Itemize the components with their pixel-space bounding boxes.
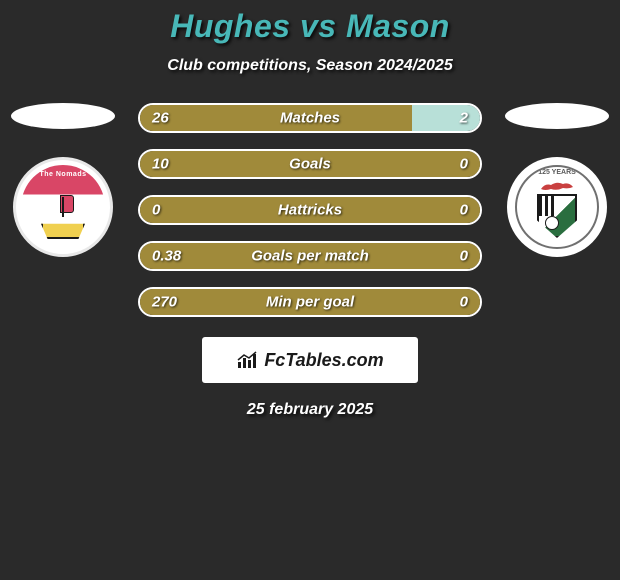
brand-text: FcTables.com <box>264 350 383 371</box>
dragon-icon <box>539 179 575 193</box>
bar-right-value: 2 <box>460 110 468 127</box>
bar-left-value: 270 <box>152 294 177 311</box>
left-player-col: The Nomads <box>8 103 118 257</box>
shield-stripes-icon <box>539 196 557 216</box>
date-text: 25 february 2025 <box>247 401 373 419</box>
stat-bar: 0.38 0 Goals per match <box>138 241 482 271</box>
bar-right-value: 0 <box>460 294 468 311</box>
bar-right-value: 0 <box>460 156 468 173</box>
chart-icon <box>236 350 258 370</box>
right-badge-inner: 125 YEARS <box>515 165 599 249</box>
bar-label: Goals <box>289 156 331 173</box>
page-title: Hughes vs Mason <box>0 8 620 45</box>
bar-label: Min per goal <box>266 294 354 311</box>
right-badge-text: 125 YEARS <box>517 169 597 176</box>
shield-ball-icon <box>545 216 559 230</box>
footer: FcTables.com 25 february 2025 <box>0 337 620 419</box>
bar-left-value: 0.38 <box>152 248 181 265</box>
stats-bars: 26 2 Matches 10 0 Goals 0 0 Hattricks 0.38 0 Goals … <box>138 103 482 317</box>
right-ellipse-icon <box>505 103 609 129</box>
right-player-col: 125 YEARS <box>502 103 612 257</box>
left-badge-text: The Nomads <box>21 171 105 178</box>
shield-icon <box>537 194 577 238</box>
bar-label: Goals per match <box>251 248 369 265</box>
bar-left-fill <box>140 105 412 131</box>
left-team-badge: The Nomads <box>13 157 113 257</box>
main-row: The Nomads 26 2 Matches 10 0 Goals 0 0 Hattricks… <box>0 103 620 317</box>
subtitle: Club competitions, Season 2024/2025 <box>0 57 620 75</box>
bar-left-value: 10 <box>152 156 169 173</box>
stat-bar: 0 0 Hattricks <box>138 195 482 225</box>
bar-left-value: 0 <box>152 202 160 219</box>
left-badge-inner: The Nomads <box>21 165 105 249</box>
stat-bar: 270 0 Min per goal <box>138 287 482 317</box>
bar-label: Matches <box>280 110 340 127</box>
bar-label: Hattricks <box>278 202 342 219</box>
comparison-card: Hughes vs Mason Club competitions, Seaso… <box>0 0 620 419</box>
left-ellipse-icon <box>11 103 115 129</box>
right-team-badge: 125 YEARS <box>507 157 607 257</box>
stat-bar: 10 0 Goals <box>138 149 482 179</box>
stat-bar: 26 2 Matches <box>138 103 482 133</box>
bar-right-fill <box>412 105 480 131</box>
bar-right-value: 0 <box>460 202 468 219</box>
bar-right-value: 0 <box>460 248 468 265</box>
bar-left-value: 26 <box>152 110 169 127</box>
brand-box[interactable]: FcTables.com <box>202 337 418 383</box>
ship-mast-icon <box>62 197 64 217</box>
